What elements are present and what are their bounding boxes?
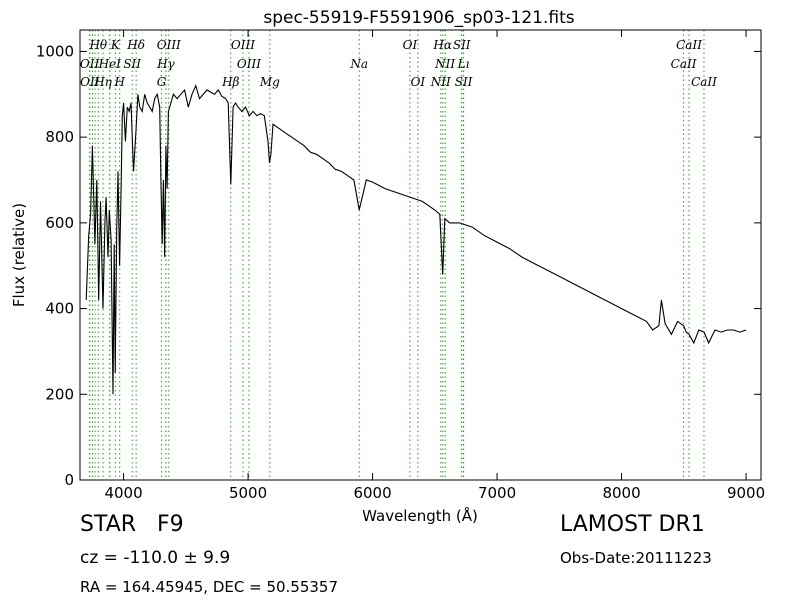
y-tick-label: 0 (64, 471, 74, 489)
line-label: SII (453, 38, 471, 52)
line-label: H (113, 75, 125, 89)
x-axis-ticks: 4000 5000 6000 7000 8000 9000 (104, 30, 765, 502)
x-tick-label: 8000 (602, 484, 640, 502)
line-label: G (157, 75, 167, 89)
line-label: HeI (98, 57, 122, 71)
line-label: Lı (457, 57, 470, 71)
line-label: OI (403, 38, 418, 52)
line-label: OIII (237, 57, 261, 71)
line-label: CaII (671, 57, 697, 71)
line-label: Hδ (126, 38, 145, 52)
line-label: NII (434, 57, 455, 71)
coordinates-text: RA = 164.45945, DEC = 50.55357 (80, 578, 339, 596)
y-tick-label: 200 (45, 385, 74, 403)
x-tick-label: 5000 (229, 484, 267, 502)
line-label: OII (80, 57, 100, 71)
line-label: CaII (691, 75, 717, 89)
y-tick-label: 600 (45, 214, 74, 232)
spectral-class: STAR F9 (80, 512, 184, 537)
spectrum-line (85, 84, 747, 395)
x-tick-label: 9000 (727, 484, 765, 502)
line-label: Mg (259, 75, 280, 89)
line-label: SII (123, 57, 141, 71)
line-label: OII (80, 75, 100, 89)
line-label: SII (455, 75, 473, 89)
line-label: OIII (157, 38, 181, 52)
line-label: OI (411, 75, 426, 89)
object-subclass: F9 (157, 512, 184, 537)
x-tick-label: 4000 (104, 484, 142, 502)
x-axis-label: Wavelength (Å) (362, 506, 478, 525)
line-label: NII (430, 75, 451, 89)
line-label: Hγ (156, 57, 175, 71)
line-label: Hβ (221, 75, 239, 89)
y-tick-label: 800 (45, 128, 74, 146)
emission-line-markers (89, 30, 705, 480)
line-label: CaII (676, 38, 702, 52)
observation-date: Obs-Date:20111223 (560, 549, 712, 567)
y-axis-label: Flux (relative) (10, 203, 28, 307)
x-tick-label: 7000 (478, 484, 516, 502)
line-label: Hα (432, 38, 452, 52)
y-tick-label: 400 (45, 300, 74, 318)
line-label: Hθ (88, 38, 107, 52)
line-label: K (110, 38, 121, 52)
survey-name: LAMOST DR1 (560, 512, 705, 537)
plot-frame (79, 29, 762, 481)
chart-title: spec-55919-F5591906_sp03-121.fits (263, 8, 574, 28)
object-class: STAR (80, 512, 137, 537)
y-axis-ticks: 0 200 400 600 800 1000 (36, 42, 761, 489)
x-tick-label: 6000 (353, 484, 391, 502)
line-label: Hη (93, 75, 112, 89)
line-label: Na (349, 57, 368, 71)
y-tick-label: 1000 (36, 42, 74, 60)
redshift-text: cz = -110.0 ± 9.9 (80, 548, 231, 568)
line-label: OIII (231, 38, 255, 52)
